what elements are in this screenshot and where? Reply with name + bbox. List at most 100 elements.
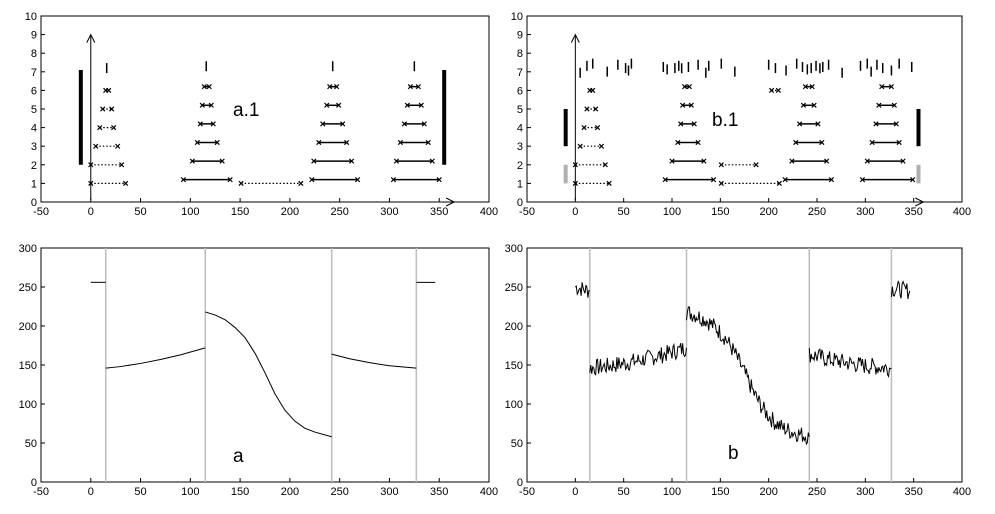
x-tick-label: 100: [181, 206, 199, 218]
x-tick-label: 400: [953, 206, 971, 218]
segment-endpoint: [594, 124, 601, 131]
x-tick-label: 150: [231, 206, 249, 218]
y-tick-label: 9: [517, 30, 523, 42]
segment-endpoint: [219, 158, 225, 164]
x-tick-label: -50: [33, 206, 49, 218]
segment-endpoint: [180, 177, 186, 183]
segment-endpoint: [864, 158, 870, 164]
segment-endpoint: [753, 162, 759, 168]
x-tick-label: 0: [572, 486, 578, 498]
segment-endpoint: [824, 158, 830, 164]
segment-endpoint: [686, 84, 693, 90]
segment-endpoint: [334, 84, 340, 90]
segment-endpoint: [111, 124, 117, 131]
annotation-b: b: [728, 443, 739, 464]
y-tick-label: 200: [19, 321, 37, 333]
y-tick-label: 8: [517, 48, 523, 60]
segment-endpoint: [809, 84, 815, 90]
segment-endpoint: [418, 102, 424, 108]
y-tick-label: 9: [31, 30, 37, 42]
segment-endpoint: [900, 158, 906, 164]
segment-endpoint: [782, 177, 788, 183]
segment-endpoint: [421, 121, 427, 127]
segment-endpoint: [876, 102, 882, 108]
x-tick-label: 100: [663, 486, 681, 498]
segment-endpoint: [97, 124, 103, 131]
y-tick-label: 4: [517, 123, 523, 135]
x-tick-label: 250: [808, 486, 826, 498]
segment-endpoint: [119, 162, 125, 168]
x-tick-label: 300: [380, 206, 398, 218]
marks-a: [90, 248, 436, 482]
segment-endpoint: [680, 102, 686, 108]
segment-endpoint: [88, 180, 94, 187]
segment-endpoint: [214, 139, 220, 146]
x-tick-label: 350: [430, 486, 448, 498]
y-tick-label: 2: [31, 160, 37, 172]
segment-endpoint: [309, 177, 315, 183]
x-tick-label: 250: [330, 206, 348, 218]
y-tick-label: 3: [517, 141, 523, 153]
segment-endpoint: [811, 102, 817, 108]
y-tick-label: 0: [31, 477, 37, 489]
x-tick-label: 350: [430, 206, 448, 218]
x-tick-label: 100: [663, 206, 681, 218]
segment-endpoint: [593, 106, 599, 112]
segment-endpoint: [815, 121, 821, 127]
signal-line: [686, 306, 810, 446]
segment-endpoint: [910, 177, 916, 183]
y-tick-label: 150: [19, 360, 37, 372]
segment-endpoint: [122, 180, 129, 187]
x-tick-label: 150: [711, 486, 729, 498]
x-tick-label: 0: [88, 486, 94, 498]
segment-endpoint: [879, 84, 885, 90]
x-tick-label: 200: [281, 486, 299, 498]
x-tick-label: 250: [808, 206, 826, 218]
segment-endpoint: [819, 139, 825, 146]
x-arrow-head: [445, 197, 456, 207]
segment-endpoint: [201, 84, 207, 90]
x-arrow-head: [915, 197, 925, 207]
segment-endpoint: [718, 162, 724, 168]
segment-endpoint: [598, 143, 605, 149]
segment-endpoint: [669, 158, 675, 164]
segment-endpoint: [572, 162, 578, 168]
x-tick-label: 350: [904, 206, 922, 218]
panel-b: -50 0 50 100 150 200 250 300 350 4000501001502002…: [505, 243, 972, 498]
segment-endpoint: [681, 84, 688, 90]
marks-b1: [560, 33, 925, 207]
y-tick-label: 8: [31, 48, 37, 60]
segment-endpoint: [354, 177, 361, 183]
segment-endpoint: [199, 102, 205, 108]
segment-endpoint: [859, 177, 866, 183]
segment-endpoint: [298, 180, 304, 187]
segment-endpoint: [340, 121, 346, 127]
segment-endpoint: [802, 84, 809, 90]
x-tick-label: 150: [231, 486, 249, 498]
segment-endpoint: [407, 84, 413, 90]
segment-endpoint: [206, 84, 212, 90]
x-tick-label: 50: [618, 206, 630, 218]
segment-endpoint: [336, 102, 342, 108]
x-tick-label: 0: [572, 206, 578, 218]
x-tick-label: 300: [380, 486, 398, 498]
plot-frame-a1: [40, 15, 490, 203]
segment-endpoint: [397, 139, 404, 146]
segment-endpoint: [776, 180, 782, 187]
x-tick-label: 50: [134, 206, 146, 218]
segment-endpoint: [93, 143, 99, 149]
segment-endpoint: [675, 139, 681, 146]
y-tick-label: 2: [517, 160, 523, 172]
y-tick-label: 7: [517, 67, 523, 79]
x-tick-label: 200: [281, 206, 299, 218]
x-tick-label: 300: [856, 206, 874, 218]
segment-endpoint: [344, 139, 350, 146]
y-tick-label: 0: [517, 197, 523, 209]
segment-endpoint: [393, 158, 400, 164]
segment-endpoint: [577, 143, 583, 149]
x-tick-label: 350: [904, 486, 922, 498]
segment-endpoint: [584, 106, 590, 112]
signal-line: [574, 282, 590, 298]
